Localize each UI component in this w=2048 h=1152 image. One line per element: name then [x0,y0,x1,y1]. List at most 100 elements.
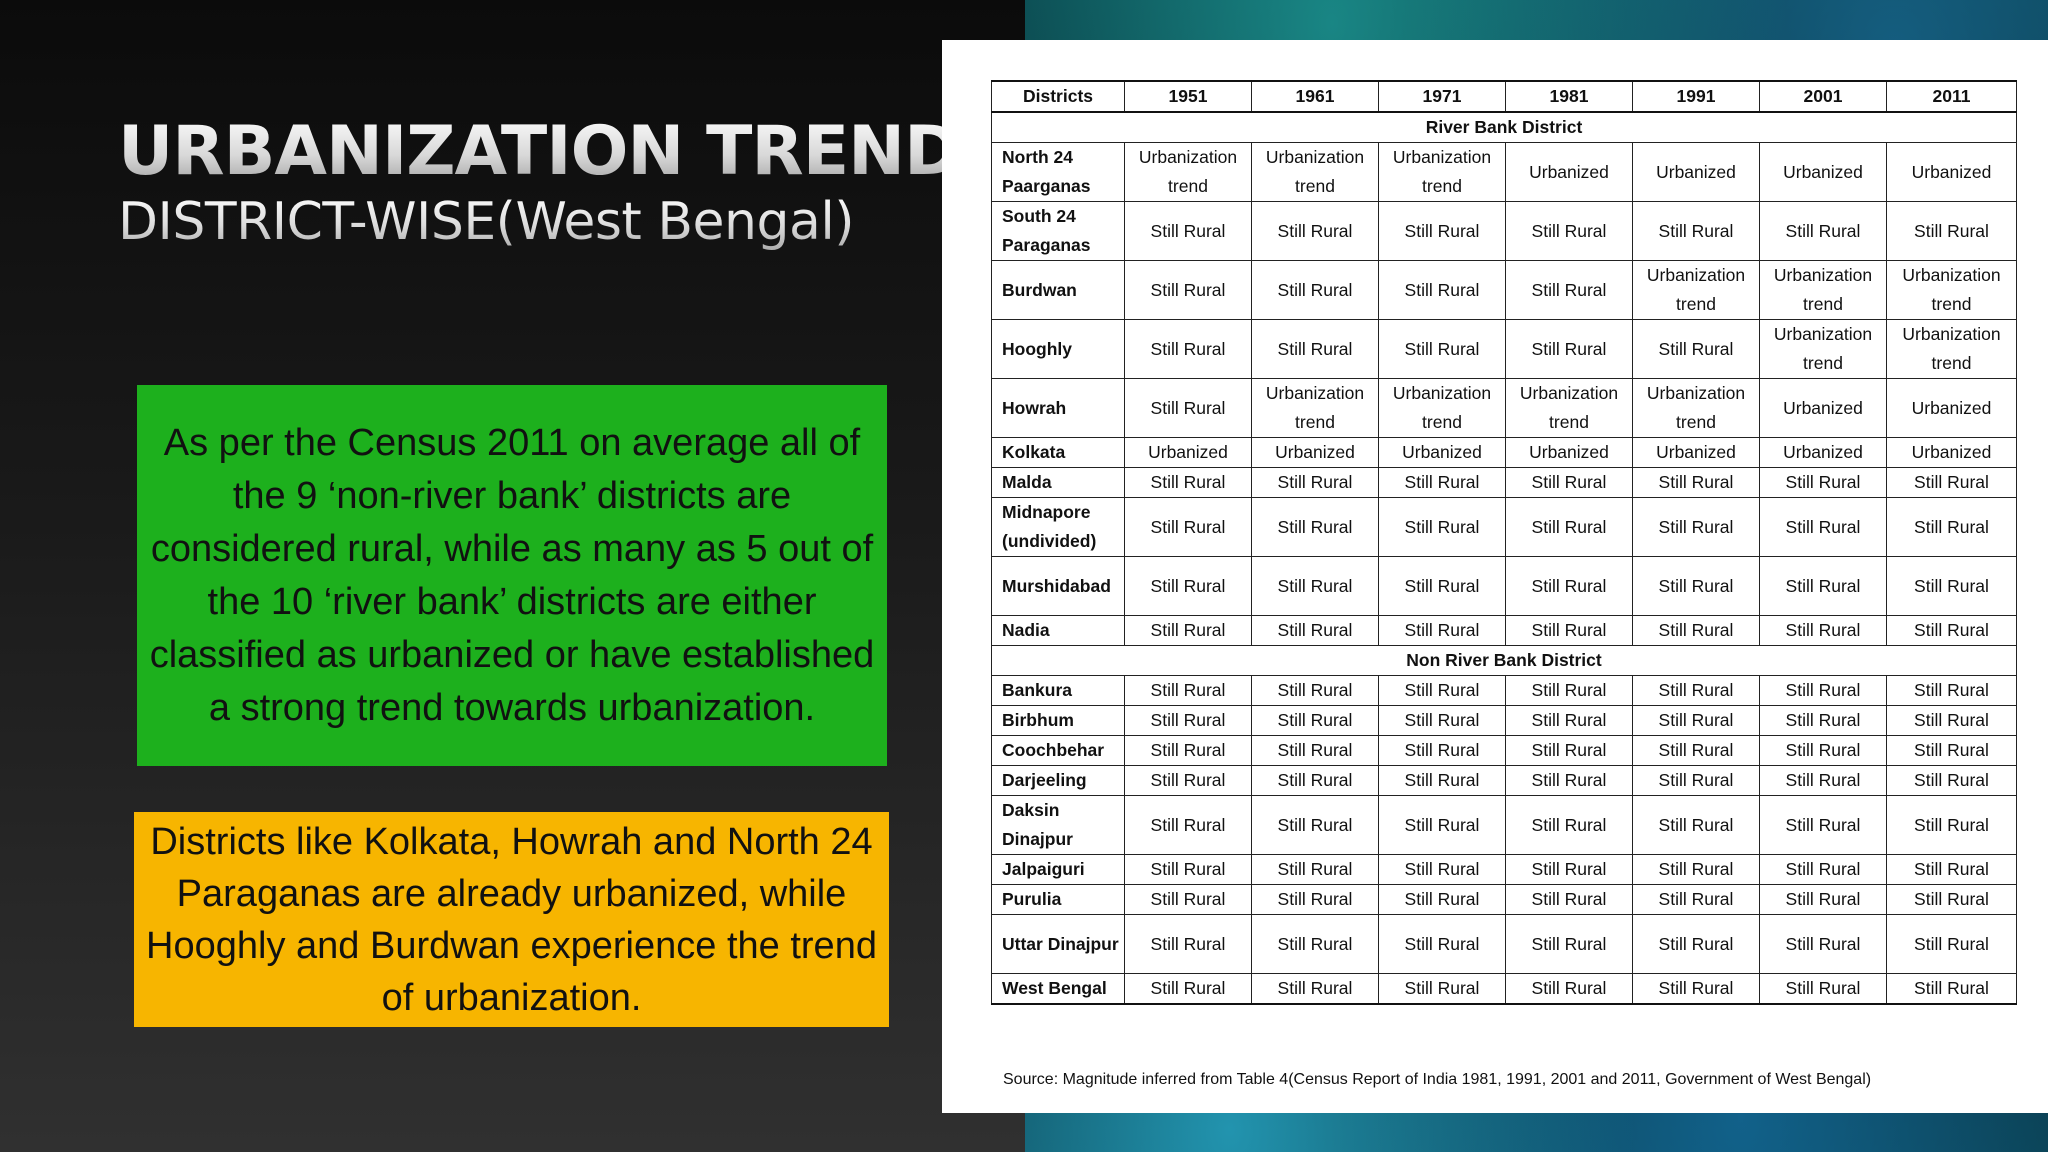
district-cell: Birbhum [991,705,1125,736]
status-cell: Still Rural [1505,201,1633,261]
status-cell: Urbanized [1886,437,2017,468]
status-cell: Urbanization trend [1378,378,1506,438]
status-cell: Still Rural [1505,765,1633,796]
section-label: River Bank District [991,111,2017,143]
status-cell: Still Rural [1378,615,1506,646]
status-cell: Still Rural [1251,735,1379,766]
status-cell: Still Rural [1378,884,1506,915]
status-cell: Still Rural [1251,973,1379,1005]
district-cell: Bankura [991,675,1125,706]
status-cell: Urbanized [1759,437,1887,468]
status-cell: Still Rural [1759,497,1887,557]
status-cell: Still Rural [1632,914,1760,974]
status-cell: Urbanization trend [1886,260,2017,320]
status-cell: Still Rural [1632,467,1760,498]
status-cell: Still Rural [1251,705,1379,736]
status-cell: Still Rural [1632,497,1760,557]
status-cell: Still Rural [1124,319,1252,379]
status-cell: Still Rural [1632,556,1760,616]
district-cell: Darjeeling [991,765,1125,796]
status-cell: Urbanized [1759,378,1887,438]
district-cell: Howrah [991,378,1125,438]
green-summary-text: As per the Census 2011 on average all of… [149,421,875,729]
status-cell: Still Rural [1759,973,1887,1005]
status-cell: Still Rural [1124,260,1252,320]
status-cell: Still Rural [1124,497,1252,557]
status-cell: Urbanization trend [1378,142,1506,202]
status-cell: Still Rural [1124,705,1252,736]
status-cell: Still Rural [1378,973,1506,1005]
status-cell: Still Rural [1886,675,2017,706]
status-cell: Still Rural [1505,319,1633,379]
table-row: Kolkata Urbanized Urbanized Urbanized Urbani… [991,437,2017,468]
status-cell: Still Rural [1505,467,1633,498]
status-cell: Still Rural [1124,467,1252,498]
status-cell: Still Rural [1251,497,1379,557]
source-note: Source: Magnitude inferred from Table 4(… [1003,1071,1872,1088]
status-cell: Still Rural [1886,884,2017,915]
status-cell: Still Rural [1124,973,1252,1005]
status-cell: Urbanization trend [1251,142,1379,202]
status-cell: Still Rural [1505,973,1633,1005]
status-cell: Still Rural [1378,705,1506,736]
status-cell: Still Rural [1378,765,1506,796]
section-header-row: River Bank District [991,111,2017,143]
urbanization-table: Districts 1951 1961 1971 1981 1991 2001 … [991,80,2017,1005]
status-cell: Still Rural [1886,973,2017,1005]
table-row: North 24 Paarganas Urbanization trend Urba… [991,142,2017,202]
status-cell: Still Rural [1124,378,1252,438]
status-cell: Still Rural [1378,319,1506,379]
column-header: 1991 [1632,80,1760,113]
district-cell: Uttar Dinajpur [991,914,1125,974]
status-cell: Still Rural [1886,467,2017,498]
table-row: West Bengal Still Rural Still Rural Still R… [991,973,2017,1005]
status-cell: Still Rural [1124,884,1252,915]
status-cell: Urbanized [1505,142,1633,202]
column-header: 2011 [1886,80,2017,113]
column-header: 2001 [1759,80,1887,113]
table-row: Jalpaiguri Still Rural Still Rural Still Ru… [991,854,2017,885]
status-cell: Still Rural [1759,201,1887,261]
table-row: Midnapore (undivided) Still Rural Still Ru… [991,497,2017,557]
district-cell: South 24 Paraganas [991,201,1125,261]
status-cell: Still Rural [1759,556,1887,616]
section-label: Non River Bank District [991,645,2017,676]
status-cell: Still Rural [1886,735,2017,766]
district-cell: Malda [991,467,1125,498]
status-cell: Still Rural [1124,854,1252,885]
status-cell: Still Rural [1759,884,1887,915]
status-cell: Still Rural [1378,201,1506,261]
status-cell: Still Rural [1759,795,1887,855]
table-row: Bankura Still Rural Still Rural Still Rural… [991,675,2017,706]
status-cell: Urbanized [1251,437,1379,468]
status-cell: Urbanized [1632,437,1760,468]
status-cell: Still Rural [1505,615,1633,646]
district-cell: Nadia [991,615,1125,646]
section-header-row: Non River Bank District [991,645,2017,676]
status-cell: Still Rural [1886,765,2017,796]
status-cell: Urbanization trend [1886,319,2017,379]
table-row: Daksin Dinajpur Still Rural Still Rural Sti… [991,795,2017,855]
status-cell: Still Rural [1251,884,1379,915]
status-cell: Still Rural [1251,467,1379,498]
district-cell: Kolkata [991,437,1125,468]
status-cell: Still Rural [1505,795,1633,855]
status-cell: Still Rural [1378,556,1506,616]
status-cell: Still Rural [1124,201,1252,261]
district-cell: Coochbehar [991,735,1125,766]
status-cell: Still Rural [1378,735,1506,766]
table-row: Nadia Still Rural Still Rural Still Rural St… [991,615,2017,646]
table-row: Burdwan Still Rural Still Rural Still Rural… [991,260,2017,320]
table-row: Purulia Still Rural Still Rural Still Rural… [991,884,2017,915]
status-cell: Still Rural [1886,914,2017,974]
status-cell: Still Rural [1378,497,1506,557]
table-row: Coochbehar Still Rural Still Rural Still Ru… [991,735,2017,766]
status-cell: Still Rural [1759,615,1887,646]
status-cell: Still Rural [1632,884,1760,915]
status-cell: Still Rural [1124,556,1252,616]
table-row: Malda Still Rural Still Rural Still Rural St… [991,467,2017,498]
status-cell: Urbanized [1378,437,1506,468]
status-cell: Still Rural [1759,765,1887,796]
table-row: Darjeeling Still Rural Still Rural Still Ru… [991,765,2017,796]
status-cell: Urbanization trend [1632,260,1760,320]
